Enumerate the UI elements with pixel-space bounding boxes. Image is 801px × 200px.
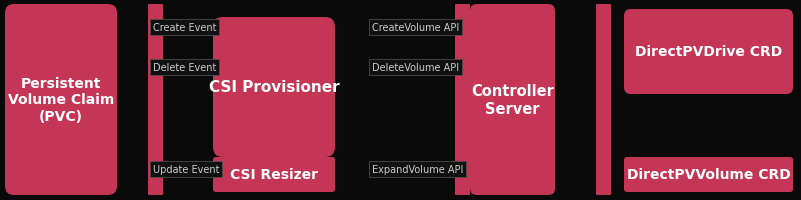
Text: CSI Resizer: CSI Resizer bbox=[230, 168, 318, 182]
FancyBboxPatch shape bbox=[596, 5, 611, 195]
Text: DeleteVolume API: DeleteVolume API bbox=[372, 63, 459, 73]
Text: ExpandVolume API: ExpandVolume API bbox=[372, 164, 463, 174]
Text: Persistent
Volume Claim
(PVC): Persistent Volume Claim (PVC) bbox=[8, 77, 114, 123]
FancyBboxPatch shape bbox=[148, 5, 163, 195]
Text: DirectPVDrive CRD: DirectPVDrive CRD bbox=[635, 45, 782, 59]
Text: DirectPVVolume CRD: DirectPVVolume CRD bbox=[626, 168, 791, 182]
FancyBboxPatch shape bbox=[5, 5, 117, 195]
FancyBboxPatch shape bbox=[624, 157, 793, 192]
FancyBboxPatch shape bbox=[213, 18, 335, 157]
Text: CreateVolume API: CreateVolume API bbox=[372, 23, 459, 33]
FancyBboxPatch shape bbox=[624, 10, 793, 95]
FancyBboxPatch shape bbox=[455, 5, 470, 195]
Text: Controller
Server: Controller Server bbox=[471, 84, 554, 116]
FancyBboxPatch shape bbox=[470, 5, 555, 195]
Text: Update Event: Update Event bbox=[153, 164, 219, 174]
Text: Create Event: Create Event bbox=[153, 23, 216, 33]
Text: CSI Provisioner: CSI Provisioner bbox=[209, 80, 340, 95]
FancyBboxPatch shape bbox=[213, 157, 335, 192]
Text: Delete Event: Delete Event bbox=[153, 63, 216, 73]
